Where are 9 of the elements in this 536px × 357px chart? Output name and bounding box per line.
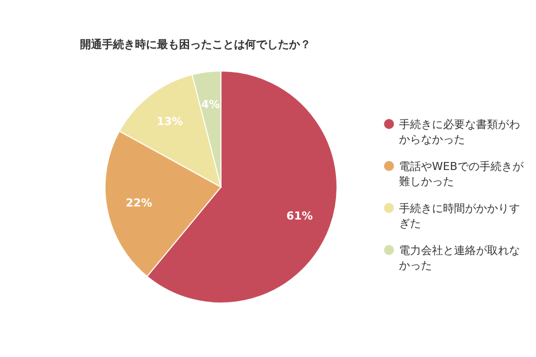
legend-label: 電力会社と連絡が取れなかった <box>399 244 520 272</box>
data-label: 4% <box>201 98 220 112</box>
data-label: 22% <box>126 196 152 210</box>
legend-label: 電話やWEBでの手続きが難しかった <box>399 160 524 188</box>
data-label: 61% <box>286 209 313 222</box>
legend-label: 手続きに必要な書類がわからなかった <box>399 118 520 146</box>
legend-label: 手続きに時間がかかりすぎた <box>399 202 520 230</box>
chart-title: 開通手続き時に最も困ったことは何でしたか？ <box>80 38 311 51</box>
data-label: 13% <box>156 115 183 128</box>
